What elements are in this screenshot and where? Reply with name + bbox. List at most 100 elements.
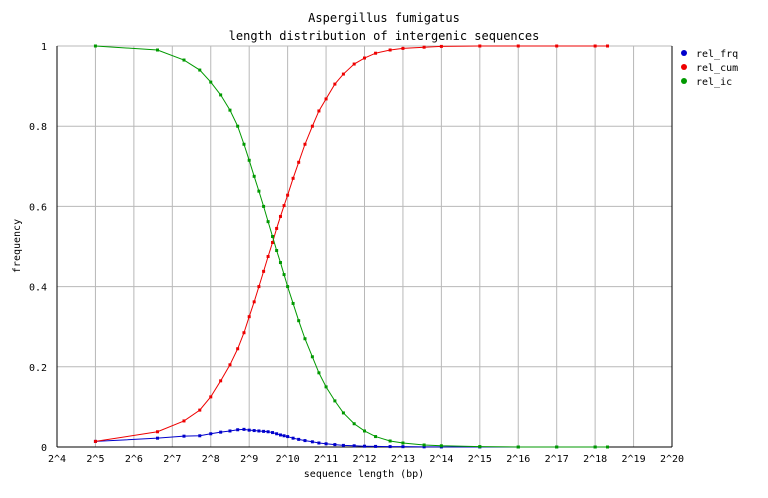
x-tick-label: 2^7 xyxy=(163,454,181,465)
y-tick-label: 0.8 xyxy=(29,122,47,133)
x-tick-label: 2^10 xyxy=(276,454,300,465)
x-tick-label: 2^20 xyxy=(660,454,684,465)
data-point xyxy=(275,226,279,230)
data-point xyxy=(291,176,295,180)
data-point xyxy=(297,160,301,164)
grid xyxy=(56,45,673,448)
data-point xyxy=(286,193,290,197)
data-point xyxy=(555,44,559,48)
data-point xyxy=(275,249,279,253)
data-point xyxy=(209,432,213,436)
x-axis-label: sequence length (bp) xyxy=(304,469,424,480)
data-point xyxy=(439,44,443,48)
data-point xyxy=(374,444,378,448)
data-point xyxy=(374,51,378,55)
data-point xyxy=(247,428,251,432)
data-point xyxy=(275,432,279,436)
data-point xyxy=(363,429,366,433)
data-point xyxy=(247,315,251,319)
data-point xyxy=(252,300,256,304)
x-tick-label: 2^11 xyxy=(314,454,338,465)
data-point xyxy=(209,395,213,399)
data-point xyxy=(182,58,186,62)
data-point xyxy=(606,44,609,48)
data-point xyxy=(219,93,223,97)
data-point xyxy=(363,444,366,448)
data-point xyxy=(228,363,232,367)
data-point xyxy=(593,445,597,449)
data-point xyxy=(341,72,345,76)
data-point xyxy=(310,355,314,359)
data-point xyxy=(317,371,321,375)
data-point xyxy=(93,44,97,48)
data-point xyxy=(271,240,275,244)
x-tick-label: 2^13 xyxy=(391,454,415,465)
data-point xyxy=(606,445,609,449)
x-tick-label: 2^12 xyxy=(352,454,376,465)
x-tick-label: 2^6 xyxy=(125,454,143,465)
data-point xyxy=(242,142,246,146)
data-point xyxy=(291,436,295,440)
data-point xyxy=(317,109,321,113)
data-point xyxy=(182,419,186,423)
data-point xyxy=(278,214,282,218)
data-point xyxy=(282,273,286,277)
x-tick-label: 2^19 xyxy=(622,454,646,465)
series-layer xyxy=(93,44,609,449)
series-rel_frq xyxy=(93,427,609,449)
data-point xyxy=(278,261,282,265)
data-point xyxy=(303,439,307,443)
data-point xyxy=(282,204,286,208)
series-rel_cum xyxy=(93,44,609,443)
data-point xyxy=(388,445,392,449)
data-point xyxy=(324,385,328,389)
legend-label-rel_cum: rel_cum xyxy=(696,63,738,74)
chart-subtitle: length distribution of intergenic sequen… xyxy=(229,29,540,43)
data-point xyxy=(388,439,392,443)
data-point xyxy=(236,124,240,128)
data-point xyxy=(516,44,520,48)
data-point xyxy=(401,46,405,50)
legend-marker-rel_ic xyxy=(681,78,687,84)
y-tick-label: 0.2 xyxy=(29,363,47,374)
data-point xyxy=(252,429,256,433)
data-point xyxy=(198,68,202,72)
x-tick-label: 2^17 xyxy=(545,454,569,465)
legend-marker-rel_frq xyxy=(681,50,687,56)
data-point xyxy=(324,442,328,446)
series-rel_ic xyxy=(93,44,609,449)
data-point xyxy=(266,220,270,224)
y-tick-label: 0.6 xyxy=(29,202,47,213)
tick-labels: 2^4 2^5 2^6 2^7 2^8 2^9 2^10 2^11 2^12 2^13 2^14 2^… xyxy=(29,42,684,465)
data-point xyxy=(266,430,270,434)
data-point xyxy=(262,269,266,273)
data-point xyxy=(422,45,426,49)
y-axis-label: frequency xyxy=(12,219,23,273)
data-point xyxy=(209,80,213,84)
data-point xyxy=(341,443,345,447)
data-point xyxy=(352,444,356,448)
x-tick-label: 2^14 xyxy=(429,454,453,465)
data-point xyxy=(271,431,275,435)
chart-title: Aspergillus fumigatus xyxy=(308,11,460,25)
x-tick-label: 2^18 xyxy=(583,454,607,465)
data-point xyxy=(352,422,356,426)
data-point xyxy=(182,434,186,438)
data-point xyxy=(257,285,261,289)
data-point xyxy=(297,437,301,441)
x-tick-label: 2^5 xyxy=(86,454,104,465)
data-point xyxy=(198,434,202,438)
data-point xyxy=(401,445,405,449)
data-point xyxy=(422,443,426,447)
data-point xyxy=(478,445,482,449)
data-point xyxy=(266,255,270,259)
data-point xyxy=(303,337,307,341)
legend-label-rel_frq: rel_frq xyxy=(696,49,738,60)
data-point xyxy=(555,445,559,449)
y-tick-label: 0.4 xyxy=(29,283,47,294)
data-point xyxy=(286,435,290,439)
x-tick-label: 2^4 xyxy=(48,454,66,465)
data-point xyxy=(257,429,261,433)
y-tick-label: 0 xyxy=(41,443,47,454)
data-point xyxy=(262,429,266,433)
